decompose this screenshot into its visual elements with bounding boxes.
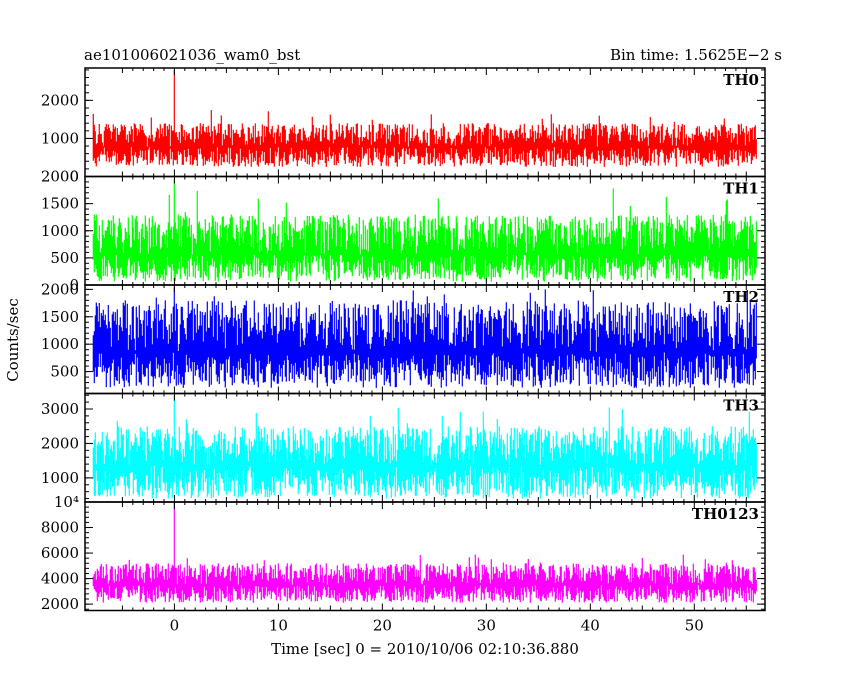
series-th0-line	[92, 69, 757, 167]
series-th3-line	[92, 395, 757, 499]
bin-time-label: Bin time: 1.5625E−2 s	[610, 46, 782, 64]
x-tick-label: 50	[685, 617, 704, 635]
panel-th1: 0 500 1000 1500 2000 TH1	[41, 168, 766, 294]
y-tick-label: 2000	[41, 595, 79, 613]
chart-title: ae101006021036_wam0_bst	[84, 46, 300, 64]
y-tick-label: 4000	[41, 570, 79, 588]
panel-label-th1: TH1	[723, 180, 759, 198]
y-axis-label: Counts/sec	[4, 298, 22, 382]
y-tick-label: 10⁴	[54, 493, 79, 511]
panel-th2: 500 1000 1500 2000 TH2	[41, 280, 766, 395]
y-tick-label: 2000	[41, 91, 79, 109]
series-th2-line	[92, 286, 757, 388]
panel-label-th0: TH0	[723, 71, 759, 89]
x-tick-label: 10	[269, 617, 288, 635]
y-tick-label: 6000	[41, 544, 79, 562]
series-th1-line	[92, 179, 757, 282]
panel-label-th3: TH3	[723, 397, 759, 415]
y-tick-label: 3000	[41, 400, 79, 418]
series-th0123-line	[92, 503, 757, 603]
panel-frame	[84, 501, 766, 612]
y-tick-label: 500	[50, 363, 79, 381]
y-tick-label: 2000	[41, 434, 79, 452]
y-tick-label: 500	[50, 249, 79, 267]
y-tick-label: 1500	[41, 308, 79, 326]
panel-th3: 1000 2000 3000 TH3	[41, 392, 766, 503]
y-tick-label: 1500	[41, 195, 79, 213]
panel-frame	[84, 67, 766, 178]
y-tick-label: 0	[69, 168, 79, 186]
x-tick-label: 0	[170, 617, 180, 635]
y-tick-label: 2000	[41, 280, 79, 298]
y-tick-label: 2000	[41, 168, 79, 186]
y-tick-label: 0	[69, 276, 79, 294]
panels-group: 100020000TH00500100015002000TH1500100015…	[41, 67, 766, 635]
y-tick-label: 1000	[41, 129, 79, 147]
x-tick-label: 40	[581, 617, 600, 635]
y-tick-label: 1000	[41, 469, 79, 487]
x-axis-label: Time [sec] 0 = 2010/10/06 02:10:36.880	[271, 640, 579, 658]
y-tick-label: 1000	[41, 335, 79, 353]
panel-th0123: 2000 4000 6000 8000 10⁴ TH0123	[41, 493, 766, 613]
x-tick-label: 20	[373, 617, 392, 635]
x-tick-label: 30	[477, 617, 496, 635]
panel-label-th0123: TH0123	[692, 505, 759, 523]
y-tick-label: 8000	[41, 519, 79, 537]
panel-label-th2: TH2	[723, 288, 759, 306]
y-tick-label: 1000	[41, 222, 79, 240]
